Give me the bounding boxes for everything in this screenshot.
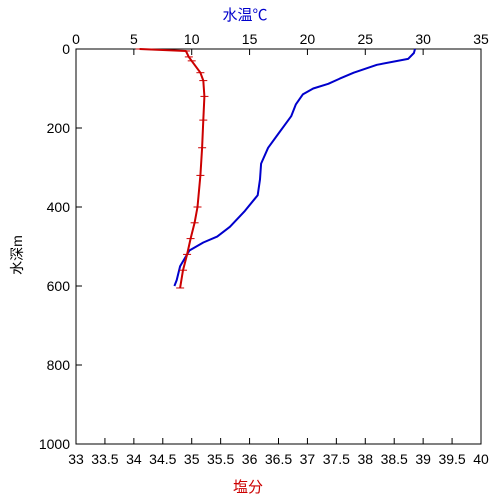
y-tick-label: 600	[47, 278, 71, 294]
temperature-axis-title: 水温℃	[222, 7, 267, 24]
bottom-tick-label: 33	[68, 451, 84, 467]
bottom-tick-label: 37.5	[323, 451, 350, 467]
bottom-tick-label: 34.5	[149, 451, 176, 467]
depth-axis: 0 200 400 600 800 1000	[39, 41, 82, 452]
salinity-axis-title: 塩分	[233, 479, 263, 496]
top-tick-label: 25	[357, 31, 373, 47]
temperature-profile-line	[173, 48, 416, 287]
y-tick-label: 1000	[39, 436, 70, 452]
bottom-tick-label: 33.5	[91, 451, 118, 467]
y-tick-label: 0	[62, 41, 70, 57]
bottom-tick-label: 35.5	[207, 451, 234, 467]
bottom-tick-label: 35	[184, 451, 200, 467]
temperature-axis: 0 5 10 15 20 25 30 35	[72, 31, 489, 55]
y-tick-label: 200	[47, 120, 71, 136]
salinity-axis: 33 33.5 34 34.5 35 35.5 36 36.5 37 37.5 38 38.5 39 39…	[68, 438, 489, 467]
top-tick-label: 30	[415, 31, 431, 47]
plot-frame	[75, 48, 482, 445]
top-tick-label: 5	[130, 31, 138, 47]
bottom-tick-label: 37	[300, 451, 316, 467]
bottom-tick-label: 34	[126, 451, 142, 467]
series-layer	[135, 48, 416, 289]
bottom-tick-label: 36	[242, 451, 258, 467]
top-tick-label: 0	[72, 31, 80, 47]
bottom-tick-label: 39.5	[438, 451, 465, 467]
bottom-tick-label: 39	[415, 451, 431, 467]
bottom-tick-label: 38	[357, 451, 373, 467]
bottom-tick-label: 40	[473, 451, 489, 467]
salinity-profile-line	[139, 48, 206, 289]
bottom-tick-label: 38.5	[381, 451, 408, 467]
depth-axis-title: 水深m	[9, 235, 25, 275]
top-tick-label: 15	[242, 31, 258, 47]
top-tick-label: 10	[184, 31, 200, 47]
y-tick-label: 800	[47, 357, 71, 373]
top-tick-label: 20	[300, 31, 316, 47]
bottom-tick-label: 36.5	[265, 451, 292, 467]
top-tick-label: 35	[473, 31, 489, 47]
y-tick-label: 400	[47, 199, 71, 215]
